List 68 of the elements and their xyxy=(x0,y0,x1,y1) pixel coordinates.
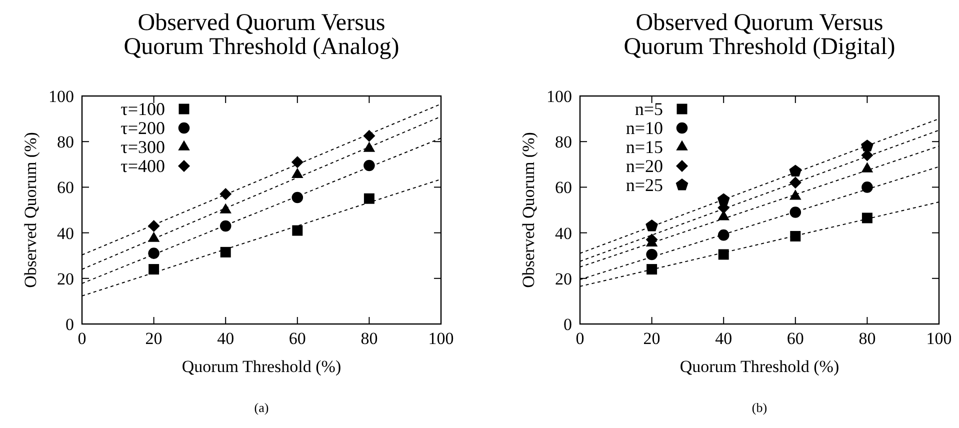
legend-label: τ=400 xyxy=(120,156,165,176)
point xyxy=(790,206,802,218)
point xyxy=(862,182,873,193)
point xyxy=(364,160,375,172)
point xyxy=(291,156,304,168)
point xyxy=(364,193,374,204)
x-tick-label: 40 xyxy=(715,329,732,348)
point xyxy=(790,230,801,242)
point xyxy=(718,249,729,260)
x-tick-label: 60 xyxy=(786,329,804,348)
point xyxy=(148,220,160,232)
y-axis-title: Observed Quorum (%) xyxy=(21,132,40,288)
point xyxy=(646,264,658,275)
x-tick-label: 20 xyxy=(145,329,162,348)
y-tick-label: 0 xyxy=(66,315,74,334)
x-tick-label: 40 xyxy=(217,329,234,348)
chart-title: Observed Quorum Versus Quorum Threshold (Digital) xyxy=(624,10,896,60)
y-tick-label: 60 xyxy=(555,178,572,198)
x-axis-title: Quorum Threshold (%) xyxy=(680,357,840,376)
point xyxy=(646,219,658,232)
y-tick-label: 100 xyxy=(546,87,572,106)
y-tick-label: 100 xyxy=(48,87,74,106)
y-tick-label: 40 xyxy=(57,224,74,243)
point xyxy=(220,220,232,232)
legend-label: n=5 xyxy=(634,99,663,119)
y-tick-label: 20 xyxy=(555,269,572,288)
y-tick-label: 60 xyxy=(57,178,74,198)
point xyxy=(292,192,304,204)
point xyxy=(646,248,658,260)
point xyxy=(862,212,872,224)
legend-label: τ=200 xyxy=(120,118,165,138)
point xyxy=(717,193,730,205)
point xyxy=(790,190,802,200)
point xyxy=(292,225,303,236)
point xyxy=(861,162,874,172)
point xyxy=(220,246,231,258)
legend-label: n=15 xyxy=(626,137,663,157)
x-tick-label: 0 xyxy=(576,329,584,348)
point xyxy=(363,130,376,142)
x-tick-label: 60 xyxy=(288,329,306,348)
x-tick-label: 0 xyxy=(78,329,86,348)
legend-label: n=20 xyxy=(626,156,663,176)
y-tick-label: 20 xyxy=(57,269,74,288)
y-tick-label: 80 xyxy=(57,132,74,152)
legend-label: τ=300 xyxy=(120,137,165,157)
chart-title: Observed Quorum Versus Quorum Threshold (Analog) xyxy=(124,10,400,60)
legend-label: n=10 xyxy=(626,118,663,138)
point xyxy=(861,140,874,152)
point xyxy=(148,264,160,275)
point xyxy=(148,248,160,259)
text: (b) xyxy=(752,400,768,415)
y-tick-label: 0 xyxy=(564,315,572,334)
point xyxy=(789,164,802,176)
x-tick-label: 80 xyxy=(858,329,876,348)
x-tick-label: 100 xyxy=(428,329,454,348)
legend-label: τ=100 xyxy=(120,99,165,119)
x-axis-title: Quorum Threshold (%) xyxy=(182,357,342,376)
point xyxy=(718,229,730,241)
y-axis-title: Observed Quorum (%) xyxy=(519,132,538,288)
legend-label: n=25 xyxy=(626,175,663,195)
x-tick-label: 20 xyxy=(643,329,660,348)
text: (a) xyxy=(254,400,269,415)
x-tick-label: 80 xyxy=(360,329,378,348)
y-tick-label: 40 xyxy=(555,224,572,243)
y-tick-label: 80 xyxy=(555,132,572,152)
point xyxy=(789,176,802,189)
x-tick-label: 100 xyxy=(926,329,952,348)
point xyxy=(220,188,232,200)
